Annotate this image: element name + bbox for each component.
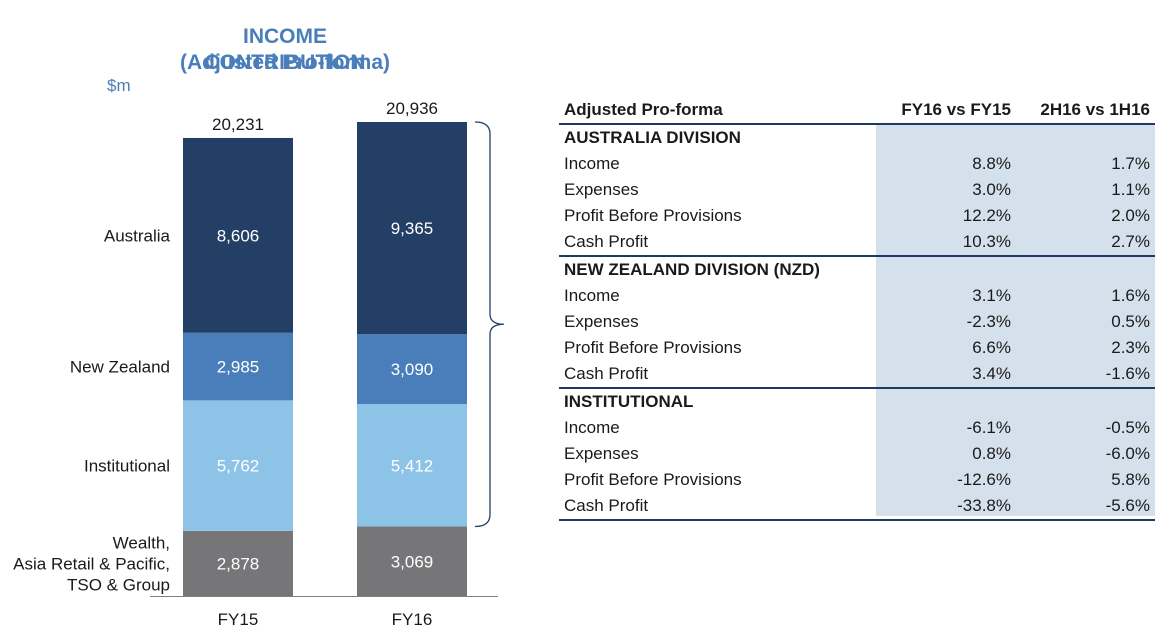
change-table: Adjusted Pro-forma FY16 vs FY15 2H16 vs … [559, 97, 1155, 521]
row-label: Income [564, 286, 620, 305]
fy-change-value: 3.0% [972, 180, 1011, 199]
table-header-half: 2H16 vs 1H16 [1016, 97, 1155, 125]
series-label: Asia Retail & Pacific, [13, 554, 170, 573]
fy-change-value: 3.4% [876, 361, 1016, 389]
half-change-value: 2.0% [1111, 206, 1150, 225]
series-label: Institutional [84, 457, 170, 476]
segment-value-label: 5,762 [217, 457, 260, 476]
fy-change-value: -33.8% [876, 493, 1016, 521]
table-row: Cash Profit 3.4% -1.6% [559, 361, 1155, 389]
series-label: Australia [104, 226, 171, 245]
half-change-value: 1.1% [1111, 180, 1150, 199]
segment-value-label: 9,365 [391, 219, 434, 238]
half-change-value: 1.7% [1111, 154, 1150, 173]
unit-label: $m [107, 76, 131, 95]
bar-total-label: 20,936 [386, 99, 438, 118]
table-section-row: NEW ZEALAND DIVISION (NZD) [559, 256, 1155, 283]
table-row: Cash Profit -33.8% -5.6% [559, 493, 1155, 521]
row-label: Cash Profit [559, 493, 876, 521]
bar-segment [357, 334, 467, 404]
table-row: Expenses 0.8% -6.0% [559, 441, 1155, 467]
table-row: Income 3.1% 1.6% [559, 283, 1155, 309]
bar-total-label: 20,231 [212, 115, 264, 134]
table-header-fy: FY16 vs FY15 [876, 97, 1016, 125]
section-title: AUSTRALIA DIVISION [564, 128, 741, 147]
fy-change-value: 0.8% [972, 444, 1011, 463]
segment-value-label: 3,069 [391, 552, 434, 571]
chart-subtitle: (Adjusted Pro-forma) [180, 51, 390, 74]
row-label: Cash Profit [559, 361, 876, 389]
series-label: Wealth, [113, 533, 170, 552]
stacked-bar-chart: 2,878 5,762 2,985 8,606 20,231 FY15 3,069 5,412… [13, 99, 505, 629]
table-row: Profit Before Provisions 12.2% 2.0% [559, 203, 1155, 229]
table-row: Income -6.1% -0.5% [559, 415, 1155, 441]
table-header-label: Adjusted Pro-forma [559, 97, 876, 125]
table-row: Cash Profit 10.3% 2.7% [559, 229, 1155, 257]
half-change-value: 2.7% [1016, 229, 1155, 257]
half-change-value: -1.6% [1016, 361, 1155, 389]
section-title: NEW ZEALAND DIVISION (NZD) [564, 260, 820, 279]
half-change-value: -6.0% [1105, 444, 1150, 463]
fy-change-value: 3.1% [972, 286, 1011, 305]
segment-value-label: 2,878 [217, 554, 260, 573]
chart-title: INCOME CONTRIBUTION [204, 25, 366, 74]
row-label: Cash Profit [559, 229, 876, 257]
half-change-value: -5.6% [1016, 493, 1155, 521]
fy-change-value: -2.3% [966, 312, 1011, 331]
fy-change-value: -6.1% [966, 418, 1011, 437]
half-change-value: 2.3% [1111, 338, 1150, 357]
fy-change-value: 6.6% [972, 338, 1011, 357]
table-row: Profit Before Provisions -12.6% 5.8% [559, 467, 1155, 493]
fy-change-value: -12.6% [957, 470, 1011, 489]
bar-segment [357, 403, 467, 527]
row-label: Profit Before Provisions [564, 338, 742, 357]
bar-segment [357, 526, 467, 596]
row-label: Expenses [564, 312, 639, 331]
segment-value-label: 8,606 [217, 226, 260, 245]
row-label: Profit Before Provisions [564, 206, 742, 225]
row-label: Income [564, 154, 620, 173]
bar-segment [183, 137, 293, 333]
row-label: Expenses [564, 180, 639, 199]
row-label: Expenses [564, 444, 639, 463]
row-label: Profit Before Provisions [564, 470, 742, 489]
fy-change-value: 8.8% [972, 154, 1011, 173]
series-label: New Zealand [70, 358, 170, 377]
x-tick-label: FY16 [392, 610, 433, 629]
fy-change-value: 10.3% [876, 229, 1016, 257]
bar-segment [183, 530, 293, 596]
table-highlight-band [876, 124, 1155, 516]
table-section-row: INSTITUTIONAL [559, 388, 1155, 415]
half-change-value: 1.6% [1111, 286, 1150, 305]
section-title: INSTITUTIONAL [564, 392, 694, 411]
half-change-value: 0.5% [1111, 312, 1150, 331]
division-bracket [474, 121, 505, 528]
half-change-value: -0.5% [1105, 418, 1150, 437]
segment-value-label: 3,090 [391, 360, 434, 379]
change-table-container: Adjusted Pro-forma FY16 vs FY15 2H16 vs … [559, 97, 1155, 521]
table-row: Expenses -2.3% 0.5% [559, 309, 1155, 335]
segment-value-label: 2,985 [217, 358, 260, 377]
table-row: Profit Before Provisions 6.6% 2.3% [559, 335, 1155, 361]
half-change-value: 5.8% [1111, 470, 1150, 489]
segment-value-label: 5,412 [391, 456, 434, 475]
table-row: Income 8.8% 1.7% [559, 151, 1155, 177]
x-tick-label: FY15 [218, 610, 259, 629]
table-section-row: AUSTRALIA DIVISION [559, 124, 1155, 151]
bar-segment [183, 332, 293, 401]
series-label: TSO & Group [67, 575, 170, 594]
row-label: Income [564, 418, 620, 437]
bar-segment [357, 122, 467, 335]
bar-segment [183, 400, 293, 531]
fy-change-value: 12.2% [962, 206, 1011, 225]
table-header-row: Adjusted Pro-forma FY16 vs FY15 2H16 vs … [559, 97, 1155, 125]
table-row: Expenses 3.0% 1.1% [559, 177, 1155, 203]
